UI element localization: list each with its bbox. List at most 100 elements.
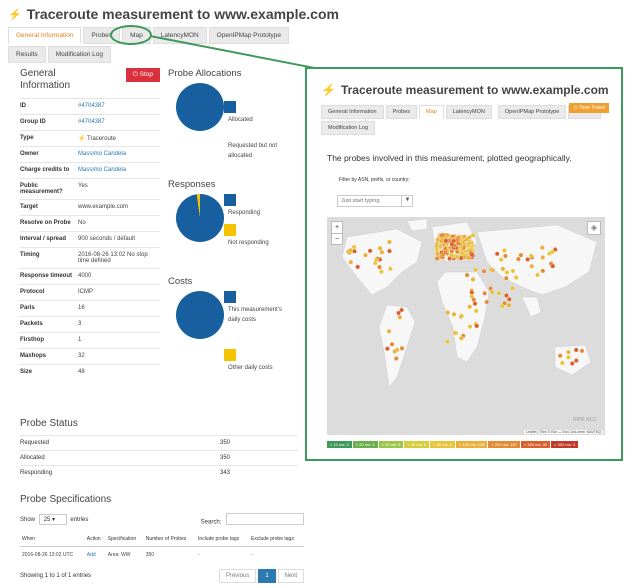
- probe-marker[interactable]: [573, 358, 579, 363]
- probe-marker[interactable]: [473, 308, 479, 314]
- probe-marker[interactable]: [351, 244, 357, 250]
- entries-select[interactable]: 25 ▾: [38, 513, 67, 525]
- probe-marker[interactable]: [540, 255, 546, 260]
- probe-marker[interactable]: [355, 264, 361, 270]
- legend-item[interactable]: < 30 ms: 6: [378, 441, 404, 448]
- probe-marker[interactable]: [528, 253, 534, 259]
- probe-marker[interactable]: [399, 307, 404, 313]
- probe-marker[interactable]: [489, 289, 495, 295]
- next-button[interactable]: Next: [277, 568, 304, 583]
- zoom-in-button[interactable]: +: [334, 224, 340, 231]
- column-header[interactable]: Exclude probe tags: [249, 531, 304, 547]
- inset-tab-openipmap[interactable]: OpenIPMap Prototype: [497, 105, 567, 119]
- info-link[interactable]: #4704387: [78, 103, 105, 109]
- info-link[interactable]: Massimo Candela: [78, 151, 127, 157]
- probe-marker[interactable]: [506, 302, 512, 308]
- probe-marker[interactable]: [535, 272, 540, 278]
- probe-marker[interactable]: [445, 310, 451, 315]
- probe-marker[interactable]: [499, 303, 505, 309]
- probe-marker[interactable]: [393, 356, 399, 361]
- probe-marker[interactable]: [498, 257, 504, 262]
- probe-marker[interactable]: [367, 248, 373, 254]
- probe-marker[interactable]: [488, 286, 493, 291]
- probe-marker[interactable]: [540, 268, 546, 274]
- column-header[interactable]: Specification: [105, 531, 144, 547]
- probe-marker[interactable]: [379, 269, 384, 275]
- probe-marker[interactable]: [516, 256, 521, 262]
- search-input[interactable]: [226, 513, 304, 525]
- probe-marker[interactable]: [455, 240, 461, 246]
- probe-marker[interactable]: [466, 240, 472, 246]
- probe-marker[interactable]: [449, 241, 455, 247]
- probe-marker[interactable]: [387, 239, 392, 245]
- probe-marker[interactable]: [557, 353, 563, 359]
- page-button[interactable]: 1: [258, 568, 276, 583]
- probe-marker[interactable]: [470, 232, 476, 238]
- stop-button[interactable]: ⏻ Stop: [125, 68, 160, 82]
- probe-marker[interactable]: [467, 235, 472, 240]
- probe-marker[interactable]: [443, 238, 449, 244]
- probe-marker[interactable]: [496, 290, 502, 296]
- info-link[interactable]: #4704387: [78, 119, 105, 125]
- probe-marker[interactable]: [379, 249, 385, 255]
- column-header[interactable]: When: [20, 531, 85, 547]
- probe-marker[interactable]: [488, 267, 494, 273]
- probe-marker[interactable]: [452, 330, 458, 336]
- probe-marker[interactable]: [461, 234, 467, 239]
- probe-marker[interactable]: [539, 245, 545, 251]
- probe-marker[interactable]: [438, 238, 444, 244]
- column-header[interactable]: Action: [84, 531, 106, 547]
- probe-marker[interactable]: [434, 256, 440, 261]
- table-cell[interactable]: Add: [86, 551, 96, 558]
- probe-marker[interactable]: [510, 285, 515, 291]
- legend-item[interactable]: < 50 ms: 4: [430, 441, 455, 448]
- probe-marker[interactable]: [481, 268, 487, 274]
- filter-dropdown-icon[interactable]: ▼: [401, 195, 413, 207]
- probe-marker[interactable]: [459, 313, 464, 319]
- probe-marker[interactable]: [451, 311, 457, 317]
- probe-marker[interactable]: [437, 244, 443, 250]
- probe-marker[interactable]: [448, 252, 454, 258]
- prev-button[interactable]: Previous: [218, 568, 257, 583]
- probe-marker[interactable]: [387, 248, 392, 254]
- probe-marker[interactable]: [435, 251, 440, 257]
- tab-modification-log[interactable]: Modification Log: [47, 46, 112, 63]
- map-attribution[interactable]: Leaflet | Tiles © Esri — Esri, DeLorme, …: [524, 430, 603, 434]
- probe-marker[interactable]: [459, 251, 465, 256]
- probe-marker[interactable]: [348, 259, 354, 265]
- inset-tab-modification-log[interactable]: Modification Log: [321, 121, 376, 135]
- inset-tab-latencymon[interactable]: LatencyMON: [445, 105, 492, 119]
- probe-marker[interactable]: [385, 346, 390, 352]
- probe-marker[interactable]: [397, 314, 403, 320]
- probe-marker[interactable]: [569, 361, 575, 366]
- probe-marker[interactable]: [473, 267, 479, 273]
- probe-marker[interactable]: [445, 339, 450, 344]
- zoom-out-button[interactable]: −: [332, 233, 342, 244]
- probe-marker[interactable]: [513, 275, 519, 280]
- time-travel-button[interactable]: ◷ Time Travel: [569, 103, 609, 113]
- probe-marker[interactable]: [442, 246, 448, 251]
- probe-marker[interactable]: [484, 299, 490, 305]
- probe-marker[interactable]: [502, 248, 507, 253]
- probe-marker[interactable]: [506, 296, 512, 302]
- probe-marker[interactable]: [472, 301, 478, 307]
- probe-marker[interactable]: [566, 354, 571, 360]
- probe-marker[interactable]: [455, 254, 460, 260]
- legend-item[interactable]: < 200 ms: 167: [488, 441, 520, 448]
- info-link[interactable]: Massimo Candela: [78, 167, 127, 173]
- probe-marker[interactable]: [518, 252, 524, 258]
- probe-marker[interactable]: [579, 348, 585, 354]
- probe-marker[interactable]: [377, 264, 382, 270]
- tab-general-information[interactable]: General Information: [8, 27, 82, 44]
- probe-marker[interactable]: [504, 293, 509, 298]
- probe-marker[interactable]: [504, 270, 510, 275]
- probe-marker[interactable]: [373, 257, 379, 263]
- probe-marker[interactable]: [464, 272, 470, 278]
- probe-marker[interactable]: [460, 240, 466, 246]
- probe-marker[interactable]: [348, 247, 353, 253]
- probe-marker[interactable]: [444, 232, 450, 238]
- probe-marker[interactable]: [392, 349, 398, 354]
- probe-marker[interactable]: [458, 335, 464, 341]
- probe-marker[interactable]: [388, 266, 393, 272]
- probe-marker[interactable]: [503, 253, 508, 259]
